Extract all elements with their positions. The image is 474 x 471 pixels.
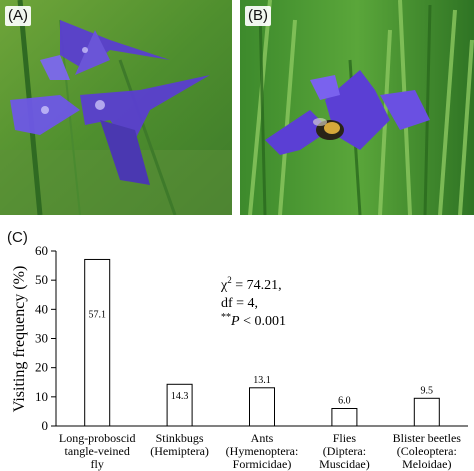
photo-b-bee-on-flower — [240, 0, 474, 215]
p-stars: ** — [221, 312, 231, 323]
y-tick-label: 10 — [35, 389, 48, 404]
x-category-label: Ants (Hymenoptera: Formicidae) — [226, 431, 299, 471]
larkspur-photo-illustration — [0, 0, 232, 215]
x-category-label-line: Blister beetles — [393, 431, 462, 445]
chart-axes: 0 10 20 30 40 50 60 — [35, 243, 468, 433]
bar — [413, 397, 440, 427]
bar — [84, 258, 111, 427]
panel-label-a: (A) — [5, 6, 31, 26]
bar — [249, 387, 275, 427]
chi-symbol: χ — [220, 278, 228, 293]
y-tick-label: 40 — [35, 301, 48, 316]
bar-value-label: 6.0 — [338, 396, 351, 407]
bar-value-label: 57.1 — [88, 310, 106, 321]
bee-flower-photo-illustration — [240, 0, 474, 215]
x-category-label-line: Muscidae) — [319, 457, 370, 471]
chart-labels: 57.1 Long-proboscid tangle-veined fly 14.3 St… — [59, 310, 461, 471]
x-category-label-line: Flies — [333, 431, 357, 445]
x-category-label: Long-proboscid tangle-veined fly — [59, 431, 136, 471]
bar-value-label: 13.1 — [253, 375, 271, 386]
x-category-label-line: Ants — [251, 431, 274, 445]
photo-a-larkspur — [0, 0, 232, 215]
bar-value-label: 14.3 — [171, 391, 189, 402]
stat-chi-square: χ2 = 74.21, — [220, 275, 282, 293]
x-category-label: Stinkbugs (Hemiptera) — [150, 431, 209, 458]
visiting-frequency-chart: 0 10 20 30 40 50 60 57.1 Long-proboscid tangle-v… — [11, 243, 468, 471]
bar — [166, 383, 193, 427]
x-category-label: Flies (Diptera: Muscidae) — [319, 431, 370, 471]
panel-label-c: (C) — [7, 229, 28, 246]
x-category-label-line: fly — [91, 457, 104, 471]
x-category-label: Blister beetles (Coleoptera: Meloidae) — [393, 431, 462, 471]
chi-superscript: 2 — [227, 275, 232, 285]
x-category-label-line: Stinkbugs — [156, 431, 204, 445]
x-category-label-line: tangle-veined — [65, 444, 130, 458]
bar-value-label: 9.5 — [421, 385, 434, 396]
y-tick-label: 60 — [35, 243, 48, 258]
y-tick-label: 20 — [35, 360, 48, 375]
x-category-label-line: Meloidae) — [402, 457, 451, 471]
x-category-label-line: Long-proboscid — [59, 431, 136, 445]
p-symbol: P — [230, 314, 240, 329]
y-tick-label: 50 — [35, 272, 48, 287]
y-axis-title: Visiting frequency (%) — [11, 266, 28, 413]
stat-df: df = 4, — [221, 296, 258, 311]
x-category-label-line: (Hemiptera) — [150, 444, 209, 458]
stat-p-value: **P < 0.001 — [221, 312, 286, 329]
chart-bars — [84, 258, 440, 427]
p-value: < 0.001 — [240, 314, 286, 329]
x-category-label-line: (Coleoptera: — [397, 444, 457, 458]
bar — [331, 408, 358, 427]
y-tick-label: 0 — [42, 418, 49, 433]
x-category-label-line: (Hymenoptera: — [226, 444, 299, 458]
x-category-label-line: Formicidae) — [233, 457, 292, 471]
panel-label-b: (B) — [245, 6, 271, 26]
y-tick-label: 30 — [35, 331, 48, 346]
chi-value: = 74.21, — [232, 278, 282, 293]
x-category-label-line: (Diptera: — [323, 444, 366, 458]
